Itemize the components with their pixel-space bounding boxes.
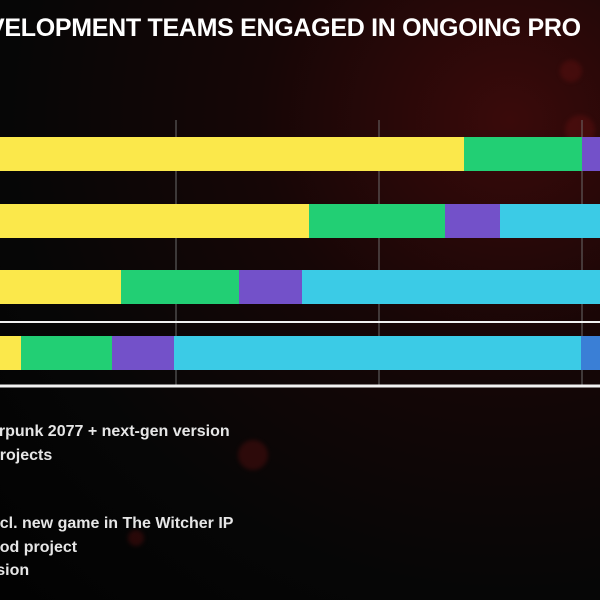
bar-segment [500, 204, 600, 238]
legend-entry: rsion [0, 562, 30, 579]
bar-segment [0, 270, 121, 304]
bar-segment [112, 336, 174, 370]
bar-segment [582, 137, 600, 171]
bar-segment [581, 336, 600, 370]
chart-title: VELOPMENT TEAMS ENGAGED IN ONGOING PRO [0, 14, 581, 42]
bars [0, 137, 600, 370]
bar-segment [0, 204, 309, 238]
bar-segment [21, 336, 112, 370]
bar-segment [302, 270, 600, 304]
background-glow [560, 60, 582, 82]
bar-segment [445, 204, 500, 238]
bar-segment [239, 270, 302, 304]
axis-lines [0, 321, 600, 388]
bar-segment [174, 336, 581, 370]
legend-entry: ncl. new game in The Witcher IP [0, 515, 234, 532]
legend-entry: ood project [0, 539, 78, 556]
legend-entry: erpunk 2077 + next-gen version [0, 423, 230, 440]
background-glow [238, 440, 268, 470]
bar-segment [0, 336, 21, 370]
bar-segment [121, 270, 239, 304]
bar-segment [464, 137, 582, 171]
bar-segment [0, 137, 464, 171]
background-glow [128, 530, 144, 546]
bar-segment [309, 204, 445, 238]
